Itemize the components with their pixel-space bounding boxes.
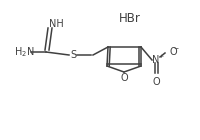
Text: S: S <box>70 50 76 60</box>
Text: N: N <box>152 55 160 65</box>
Text: NH: NH <box>49 19 64 29</box>
Text: −: − <box>173 46 179 51</box>
Text: H$_2$N: H$_2$N <box>14 45 34 59</box>
Text: +: + <box>158 53 164 59</box>
Text: O: O <box>152 77 160 87</box>
Text: O: O <box>120 73 128 83</box>
Text: HBr: HBr <box>119 11 141 24</box>
Text: O: O <box>170 47 178 57</box>
